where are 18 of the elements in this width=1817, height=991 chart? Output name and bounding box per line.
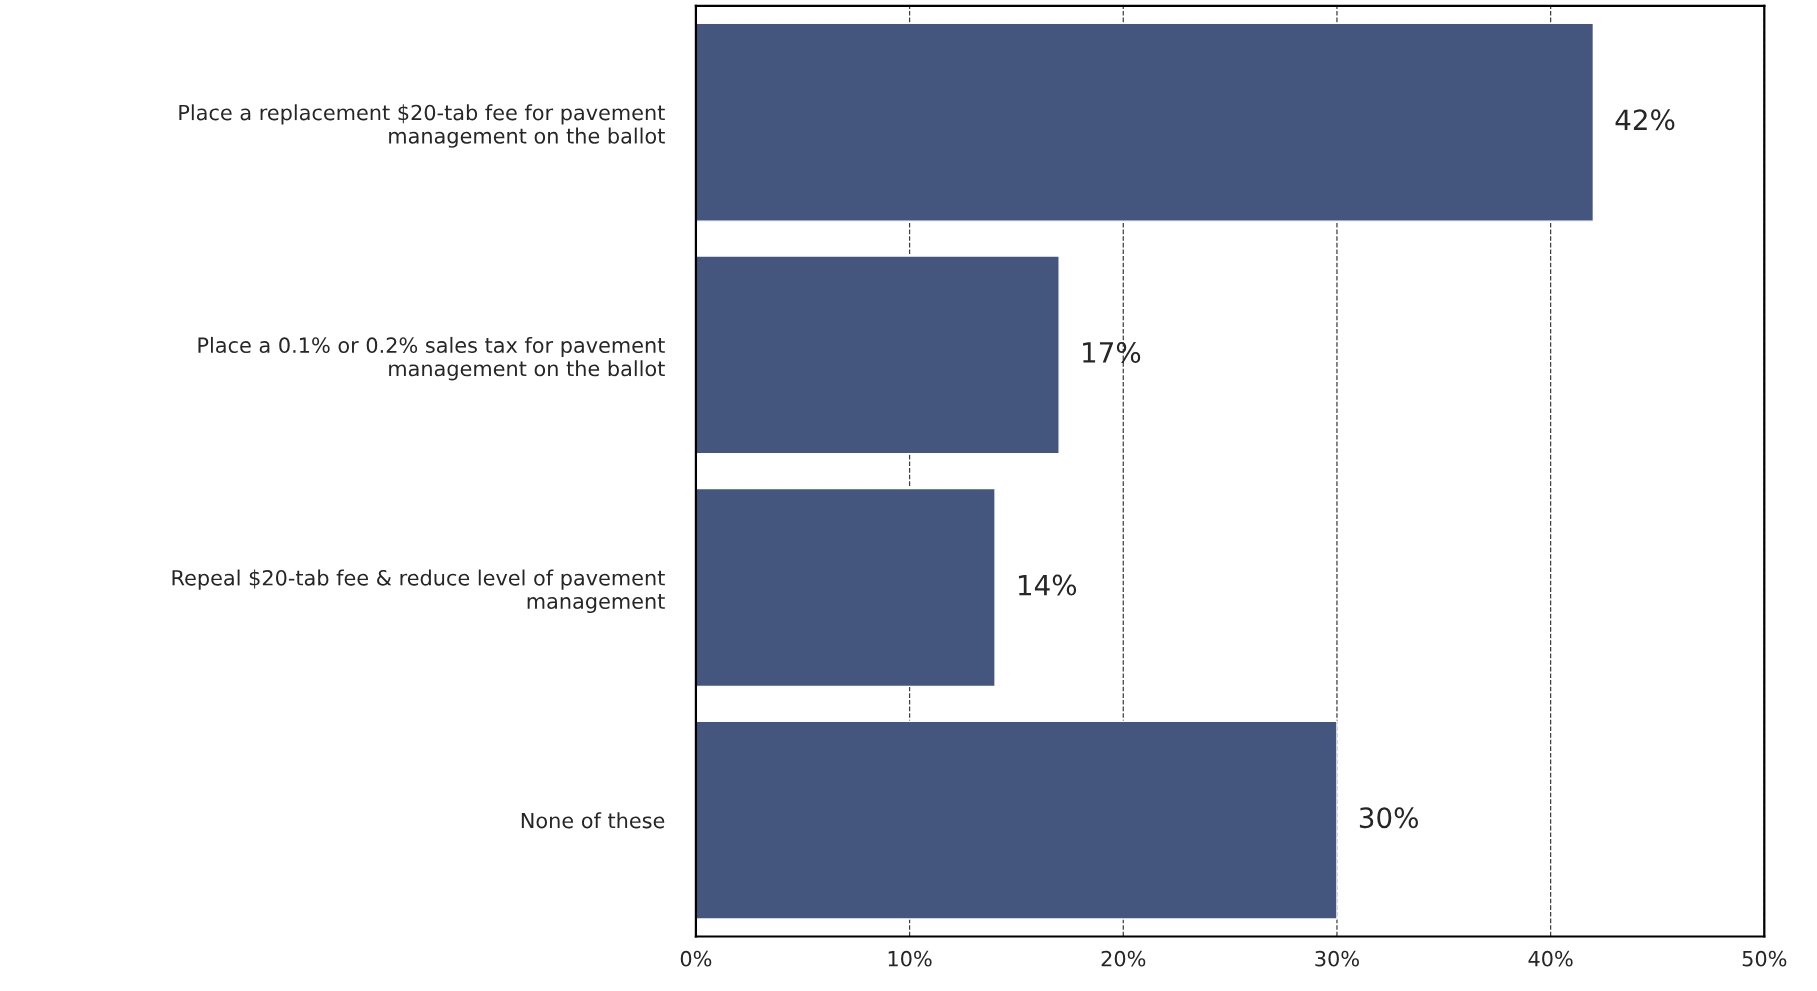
x-tick-label: 50% — [1742, 950, 1787, 967]
x-tick-label: 10% — [888, 950, 932, 967]
y-tick-label: None of these — [521, 812, 665, 829]
data-label: 17% — [1083, 341, 1141, 363]
y-tick-label: Place a replacement $20-tab fee for pavement management on the ballot — [179, 104, 665, 148]
data-label: 14% — [1018, 574, 1077, 596]
x-tick-label: 20% — [1101, 950, 1146, 967]
x-tick-label: 0% — [680, 950, 712, 967]
y-tick-label: Place a 0.1% or 0.2% sales tax for pavement management on the ballot — [198, 336, 665, 381]
data-label: 42% — [1615, 109, 1675, 131]
x-tick-label: 30% — [1315, 950, 1359, 967]
bar — [695, 22, 1595, 222]
bar — [695, 255, 1060, 455]
bar — [695, 720, 1338, 920]
y-tick-label: Repeal $20-tab fee & reduce level of pavement management — [172, 569, 665, 614]
bar — [695, 487, 996, 688]
x-tick-label: 40% — [1528, 950, 1573, 967]
data-label: 30% — [1359, 807, 1418, 829]
